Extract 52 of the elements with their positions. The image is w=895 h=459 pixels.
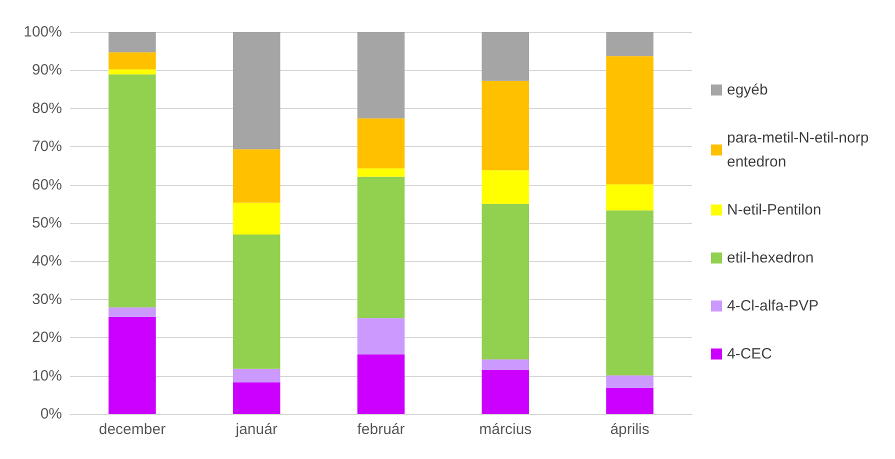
y-tick-label: 50% xyxy=(32,214,62,232)
y-tick-label: 30% xyxy=(32,290,62,308)
y-tick-label: 20% xyxy=(32,329,62,346)
y-tick-label: 90% xyxy=(32,62,62,79)
bar xyxy=(606,210,654,376)
x-tick-label: március xyxy=(479,421,532,438)
legend-label: N-etil-Pentilon xyxy=(727,202,822,218)
legend-label: 4-CEC xyxy=(727,346,772,362)
bar xyxy=(606,56,654,184)
bar xyxy=(606,388,654,414)
x-tick-label: április xyxy=(610,421,650,438)
legend-label: para-metil-N-etil-norpentedron xyxy=(727,130,869,170)
bar xyxy=(108,69,156,74)
bar xyxy=(108,32,156,52)
y-tick-label: 10% xyxy=(32,367,62,384)
bar xyxy=(357,176,405,318)
bar xyxy=(357,318,405,354)
bar xyxy=(606,32,654,56)
bar xyxy=(606,184,654,210)
y-tick-label: 40% xyxy=(32,252,62,270)
bar xyxy=(482,80,530,170)
bar xyxy=(232,382,280,414)
y-tick-label: 70% xyxy=(32,138,62,156)
bar xyxy=(482,359,530,370)
y-tick-label: 100% xyxy=(24,24,62,40)
bar xyxy=(232,202,280,234)
bar xyxy=(482,32,530,81)
bar xyxy=(482,204,530,360)
x-tick-label: december xyxy=(98,421,166,438)
y-tick-label: 0% xyxy=(40,406,62,422)
bar xyxy=(108,316,156,414)
bar xyxy=(232,368,280,382)
bar xyxy=(108,52,156,70)
bar xyxy=(108,74,156,308)
bar xyxy=(482,370,530,414)
legend-label: egyéb xyxy=(727,82,768,98)
bar xyxy=(108,307,156,317)
bar xyxy=(232,149,280,203)
bar xyxy=(232,234,280,369)
bar xyxy=(357,32,405,118)
x-tick-label: február xyxy=(357,421,405,438)
bar xyxy=(357,168,405,177)
bar xyxy=(606,375,654,388)
bar xyxy=(357,118,405,168)
y-tick-label: 60% xyxy=(32,176,62,194)
legend-label: etil-hexedron xyxy=(727,250,814,266)
legend-label: 4-Cl-alfa-PVP xyxy=(727,298,819,314)
bar xyxy=(232,32,280,150)
x-tick-label: január xyxy=(234,421,278,438)
bar xyxy=(357,354,405,414)
y-tick-label: 80% xyxy=(32,100,62,117)
bar xyxy=(482,170,530,204)
